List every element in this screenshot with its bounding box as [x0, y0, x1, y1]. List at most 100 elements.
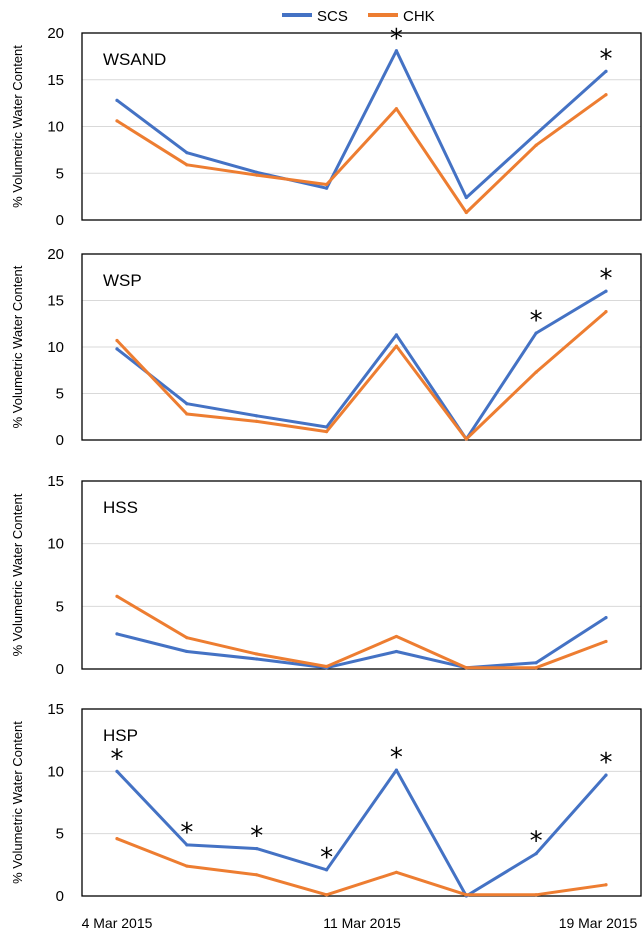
legend: SCS CHK [282, 8, 435, 25]
data-point-hss-scs-6 [534, 661, 538, 665]
data-point-hsp-scs-0 [115, 769, 119, 773]
data-point-hsp-scs-3 [324, 868, 329, 872]
panel-label-wsand: WSAND [103, 50, 166, 69]
series-line-hsp-chk [115, 837, 608, 897]
y-tick-label-hsp-10: 10 [47, 763, 64, 780]
data-point-wsp-chk-3 [324, 430, 329, 434]
series-line-wsp-scs [115, 289, 608, 441]
y-axis-label-hsp: % Volumetric Water Content [10, 721, 25, 884]
data-point-wsp-chk-1 [185, 412, 189, 416]
x-axis-date-labels: 4 Mar 2015 11 Mar 2015 19 Mar 2015 [82, 915, 638, 931]
significance-asterisk-hsp-2: * [250, 822, 263, 852]
data-point-wsp-chk-7 [604, 310, 608, 314]
data-point-wsand-scs-6 [534, 132, 538, 136]
x-tick-label-end: 19 Mar 2015 [559, 915, 638, 931]
y-tick-label-wsp-15: 15 [47, 293, 64, 310]
data-point-wsand-chk-2 [255, 173, 259, 177]
data-point-wsand-scs-0 [115, 98, 119, 102]
y-tick-label-wsp-5: 5 [56, 386, 64, 403]
data-point-wsand-chk-0 [115, 119, 119, 123]
x-tick-label-start: 4 Mar 2015 [82, 915, 153, 931]
data-point-hss-scs-1 [185, 649, 189, 654]
panel-wsand: 0 5 10 15 20 % Volumetric Water Content WSAND *… [10, 24, 642, 229]
data-point-hsp-chk-6 [534, 893, 538, 897]
legend-label-scs: SCS [317, 8, 348, 25]
y-tick-label-wsand-0: 0 [56, 212, 64, 229]
data-point-wsand-scs-3 [324, 186, 329, 190]
data-point-wsp-scs-0 [115, 347, 119, 351]
data-point-hsp-chk-1 [185, 864, 189, 868]
data-point-wsand-chk-6 [534, 143, 538, 147]
data-point-hss-scs-4 [394, 649, 399, 654]
y-tick-label-hsp-15: 15 [47, 701, 64, 718]
panel-label-wsp: WSP [103, 271, 142, 290]
significance-asterisk-hsp-0: * [111, 744, 124, 774]
panel-frame-wsp [81, 253, 642, 441]
data-point-wsand-scs-7 [604, 69, 608, 73]
data-point-wsp-chk-2 [255, 419, 259, 423]
data-point-wsp-chk-0 [115, 338, 119, 343]
y-tick-label-hss-5: 5 [56, 598, 64, 615]
significance-asterisk-wsp-7: * [600, 264, 613, 294]
y-tick-label-hsp-5: 5 [56, 826, 64, 843]
data-point-hsp-chk-7 [604, 883, 608, 887]
panel-label-hsp: HSP [103, 726, 138, 745]
series-line-hss-scs [115, 616, 608, 670]
panel-wsp: 0 5 10 15 20 % Volumetric Water Content WSP * * [10, 246, 642, 449]
significance-asterisk-hsp-1: * [180, 818, 193, 848]
y-tick-label-wsp-20: 20 [47, 246, 64, 263]
data-point-hsp-chk-3 [324, 893, 329, 897]
data-point-hsp-chk-0 [115, 837, 119, 841]
series-line-hss-chk [115, 594, 608, 670]
data-point-hsp-scs-1 [185, 843, 189, 847]
data-point-hss-scs-0 [115, 632, 119, 636]
y-tick-label-hsp-0: 0 [56, 888, 64, 905]
y-tick-label-hss-0: 0 [56, 661, 64, 678]
y-tick-label-wsand-5: 5 [56, 165, 64, 182]
data-point-hsp-scs-6 [534, 852, 538, 856]
data-point-wsand-scs-4 [394, 49, 399, 53]
data-point-hss-chk-3 [324, 664, 329, 669]
y-axis-label-wsp: % Volumetric Water Content [10, 265, 25, 428]
data-point-wsp-scs-7 [604, 289, 608, 293]
panels: 0 5 10 15 20 % Volumetric Water Content WSAND *… [10, 24, 642, 905]
y-tick-label-wsand-10: 10 [47, 119, 64, 136]
data-point-wsp-scs-6 [534, 331, 538, 335]
data-point-hss-chk-6 [534, 666, 538, 670]
data-point-hss-chk-2 [255, 652, 259, 656]
y-tick-label-wsand-20: 20 [47, 25, 64, 42]
data-point-hsp-chk-2 [255, 873, 259, 877]
panel-frame-wsand [81, 32, 642, 221]
data-point-wsp-chk-4 [394, 344, 399, 348]
data-point-wsand-scs-2 [255, 170, 259, 174]
y-tick-label-wsp-0: 0 [56, 432, 64, 449]
panel-hss: 0 5 10 15 % Volumetric Water Content HSS [10, 473, 642, 678]
series-line-hsp-scs [115, 768, 608, 898]
data-point-wsand-chk-1 [185, 163, 189, 167]
data-point-hsp-chk-5 [464, 893, 468, 897]
data-point-wsand-chk-3 [324, 182, 329, 187]
data-point-hss-scs-2 [255, 657, 259, 661]
significance-asterisk-wsand-7: * [600, 44, 613, 74]
data-point-wsand-chk-4 [394, 107, 399, 111]
significance-asterisk-wsand-4: * [390, 24, 403, 54]
data-point-hss-chk-0 [115, 594, 119, 598]
series-line-wsp-chk [115, 310, 608, 441]
significance-asterisk-hsp-7: * [600, 748, 613, 778]
panel-label-hss: HSS [103, 498, 138, 517]
data-point-hss-chk-5 [464, 666, 468, 670]
significance-asterisk-wsp-6: * [530, 306, 543, 336]
panel-frame-hsp [81, 708, 642, 897]
data-point-hsp-scs-7 [604, 773, 608, 777]
data-point-wsand-chk-5 [464, 210, 468, 215]
data-point-wsp-scs-1 [185, 402, 189, 406]
series-line-wsand-scs [115, 49, 608, 200]
significance-asterisk-hsp-4: * [390, 743, 403, 773]
x-tick-label-middle: 11 Mar 2015 [323, 915, 401, 931]
data-point-wsp-chk-5 [464, 437, 468, 441]
y-tick-label-wsp-10: 10 [47, 339, 64, 356]
data-point-wsp-scs-2 [255, 414, 259, 418]
y-tick-label-hss-15: 15 [47, 473, 64, 490]
data-point-hss-scs-7 [604, 616, 608, 620]
